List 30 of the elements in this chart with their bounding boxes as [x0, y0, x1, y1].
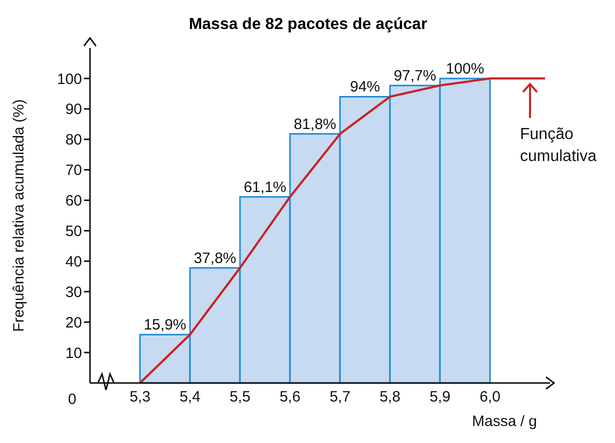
x-tick-label: 5,9: [430, 388, 450, 406]
chart-title: Massa de 82 pacotes de açúcar: [188, 16, 428, 34]
data-label: 97,7%: [394, 67, 436, 84]
x-tick-label: 6,0: [480, 388, 500, 406]
y-tick-label: 30: [65, 284, 82, 301]
y-tick-label: 90: [65, 101, 82, 118]
y-tick-label: 40: [65, 254, 82, 271]
data-label: 81,8%: [294, 116, 336, 133]
data-label: 100%: [446, 60, 484, 78]
y-tick-label: 10: [65, 344, 82, 362]
data-label: 61,1%: [244, 178, 286, 196]
data-label: 37,8%: [194, 250, 236, 267]
x-tick-label: 5,6: [280, 388, 300, 406]
data-label: 94%: [350, 78, 380, 96]
data-label: 15,9%: [144, 316, 186, 334]
y-tick-label: 80: [65, 132, 82, 149]
x-tick-label: 5,3: [130, 388, 150, 406]
y-axis-title: Frequência relativa acumulada (%): [10, 99, 28, 332]
y-tick-label: 60: [65, 192, 82, 210]
x-tick-label: 5,7: [330, 388, 350, 406]
y-tick-label: 20: [65, 314, 82, 332]
y-tick-label: 70: [65, 162, 82, 180]
x-tick-label: 5,5: [230, 388, 250, 406]
x-tick-label: 5,4: [180, 388, 200, 406]
text: 0: [68, 391, 76, 408]
annotation: Função cumulativa: [520, 125, 598, 167]
y-tick-label: 50: [65, 223, 82, 240]
x-axis-title: Massa / g: [472, 413, 538, 430]
y-tick-label: 100: [56, 70, 82, 88]
x-tick-label: 5,8: [380, 388, 400, 406]
